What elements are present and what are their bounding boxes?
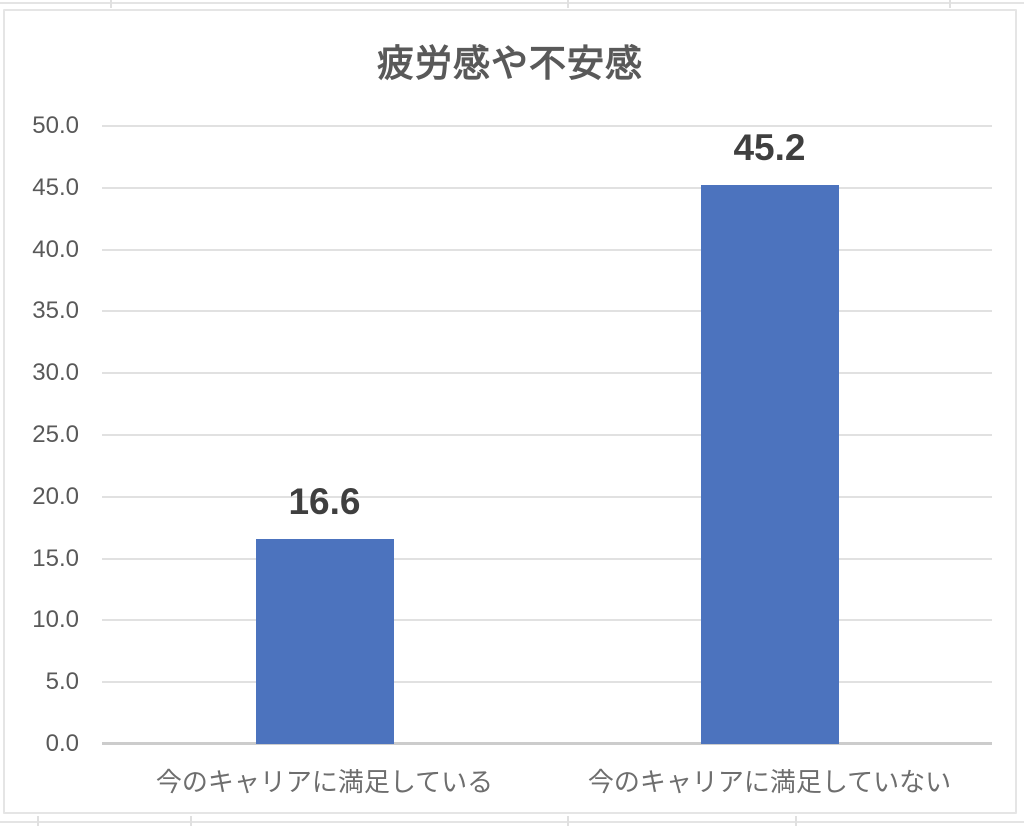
- gridline: [102, 186, 992, 189]
- bar-value-label: 16.6: [288, 480, 361, 522]
- sheet-column-tick: [190, 816, 192, 826]
- gridline: [102, 681, 992, 684]
- y-tick-label: 50.0: [32, 112, 79, 139]
- gridline: [102, 434, 992, 436]
- plot-area: 16.6 45.2: [102, 125, 992, 745]
- bar-1: [700, 185, 839, 744]
- y-axis: 0.0 5.0 10.0 15.0 20.0 25.0 30.0 35.0 40.0 45.0 50…: [17, 112, 79, 757]
- bar-value-label: 45.2: [733, 127, 806, 169]
- bar-0: [255, 538, 394, 744]
- sheet-column-tick: [37, 816, 39, 826]
- sheet-gridline-top: [0, 2, 1024, 4]
- y-tick-label: 25.0: [32, 421, 79, 448]
- sheet-column-tick: [567, 816, 569, 826]
- gridline: [102, 619, 992, 622]
- y-tick-label: 10.0: [32, 606, 79, 634]
- sheet-column-tick: [795, 816, 797, 826]
- y-tick-label: 20.0: [32, 482, 79, 510]
- y-tick-label: 35.0: [32, 297, 79, 325]
- sheet-column-tick: [567, 0, 569, 8]
- y-tick-label: 45.0: [32, 173, 79, 201]
- x-axis-baseline: [102, 742, 992, 745]
- y-tick-label: 15.0: [32, 544, 79, 572]
- x-axis: 今のキャリアに満足している 今のキャリアに満足していない: [102, 756, 992, 801]
- y-tick-label: 40.0: [32, 235, 79, 263]
- sheet-column-tick: [949, 0, 951, 8]
- y-tick-label: 0.0: [45, 730, 79, 757]
- category-label: 今のキャリアに満足している: [155, 767, 494, 797]
- gridline: [102, 310, 992, 313]
- sheet-gridline-bottom: [0, 821, 1024, 823]
- y-tick-label: 5.0: [45, 668, 79, 696]
- y-tick-label: 30.0: [32, 359, 79, 387]
- gridline: [102, 557, 992, 560]
- category-label: 今のキャリアに満足していない: [587, 767, 952, 797]
- gridline: [102, 372, 992, 375]
- chart-frame: 疲労感や不安感 0.0 5.0 10.0 15.0 20.0 25.0 30.0 35.0 40…: [3, 9, 1017, 814]
- gridline: [102, 495, 992, 498]
- chart-title: 疲労感や不安感: [377, 43, 643, 84]
- sheet-column-tick: [110, 0, 112, 8]
- gridline: [102, 248, 992, 251]
- gridline: [102, 125, 992, 127]
